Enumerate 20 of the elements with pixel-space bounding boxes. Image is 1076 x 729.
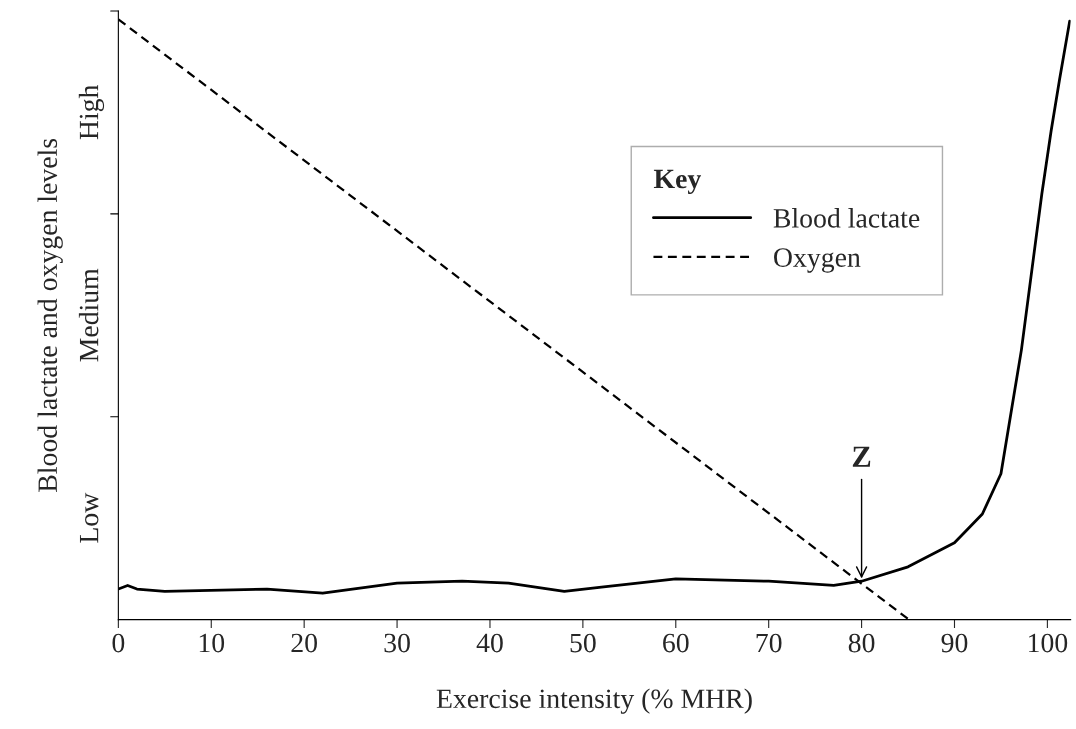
legend-label: Blood lactate xyxy=(773,208,920,228)
x-tick-label: 0 xyxy=(112,633,125,653)
x-axis-title: Exercise intensity (% MHR) xyxy=(436,688,752,714)
x-tick-label: 70 xyxy=(756,633,782,653)
x-tick-label: 30 xyxy=(384,633,410,653)
y-axis-title: Blood lactate and oxygen levels xyxy=(37,138,63,492)
x-tick-label: 60 xyxy=(663,633,689,653)
x-tick-label: 50 xyxy=(570,633,596,653)
x-tick-label: 20 xyxy=(291,633,317,653)
x-tick-label: 10 xyxy=(199,633,225,653)
annotation: Z xyxy=(852,446,871,467)
x-tick-label: 40 xyxy=(476,633,503,653)
x-tick-label: 80 xyxy=(848,633,875,653)
x-tick-label: 100 xyxy=(1029,633,1068,653)
legend-label: Oxygen xyxy=(774,248,861,273)
x-tick-label: 90 xyxy=(941,633,968,653)
text: High xyxy=(78,84,105,140)
text: Low xyxy=(79,492,99,543)
text: Medium xyxy=(78,268,99,362)
legend-title: Key xyxy=(653,169,702,195)
